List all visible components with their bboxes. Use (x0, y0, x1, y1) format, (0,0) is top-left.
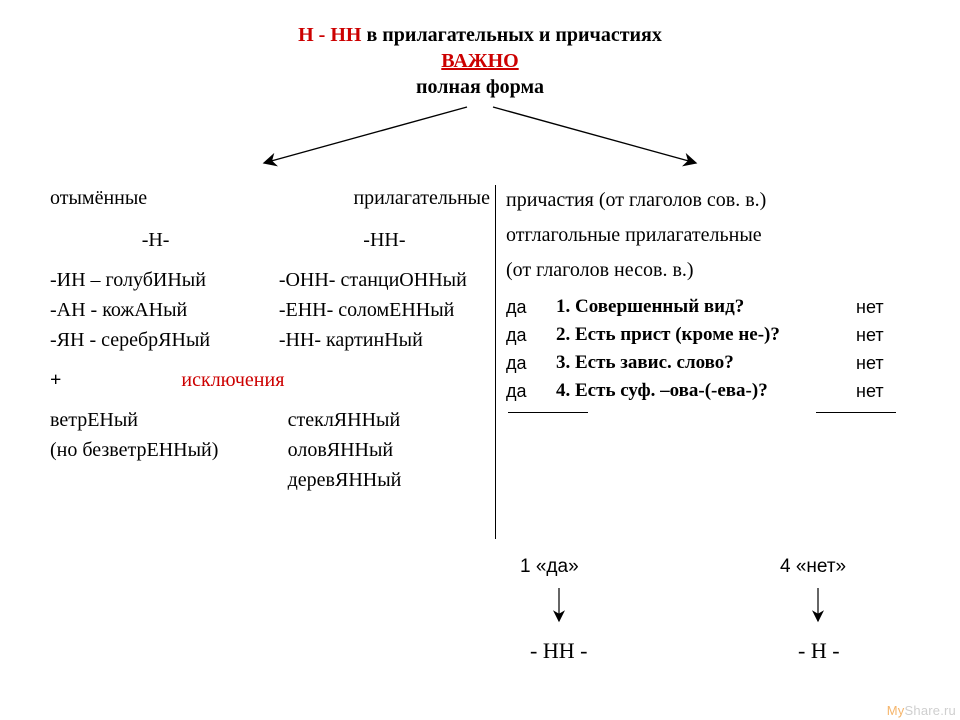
plus-sign: + (50, 369, 61, 391)
q-row-3: да 3. Есть завис. слово? нет (506, 352, 926, 374)
nn-rule-1: -ОНН- станциОННый (279, 265, 490, 295)
def-1: причастия (от глаголов сов. в.) (506, 183, 926, 218)
arrow-left (264, 107, 467, 163)
col-nn: -НН- (279, 225, 490, 255)
right-panel: причастия (от глаголов сов. в.) отглагол… (506, 183, 926, 413)
exclusions-header: + исключения (50, 365, 490, 395)
n-rule-2: -АН - кожАНый (50, 295, 261, 325)
q1-da: да (506, 297, 556, 318)
q4-net: нет (856, 381, 906, 402)
suffix-rules: -ИН – голубИНый -АН - кожАНый -ЯН - сере… (50, 265, 490, 355)
result-n: - Н - (798, 638, 840, 664)
exceptions-block: ветрЕНый (но безветрЕННый) стеклЯННый ол… (50, 405, 490, 495)
excl-n-1: ветрЕНый (50, 405, 279, 435)
col-n: -Н- (50, 225, 261, 255)
left-panel: отымённые прилагательные -Н- -НН- -ИН – … (50, 183, 490, 495)
nn-rule-3: -НН- картинНый (279, 325, 490, 355)
wm-share: Share (905, 703, 941, 718)
q-row-1: да 1. Совершенный вид? нет (506, 296, 926, 318)
def-2: отглагольные прилагательные (506, 218, 926, 253)
q3-da: да (506, 353, 556, 374)
q2-net: нет (856, 325, 906, 346)
exceptions-nn: стеклЯННый оловЯННый деревЯННый (288, 405, 490, 495)
q4-da: да (506, 381, 556, 402)
excl-nn-3: деревЯННый (288, 465, 490, 495)
hr-net (816, 412, 896, 413)
q2-da: да (506, 325, 556, 346)
right-definitions: причастия (от глаголов сов. в.) отглагол… (506, 183, 926, 288)
q-row-2: да 2. Есть прист (кроме не-)? нет (506, 324, 926, 346)
q4-text: 4. Есть суф. –ова-(-ева-)? (556, 380, 856, 402)
nn-rules: -ОНН- станциОННый -ЕНН- соломЕННый -НН- … (279, 265, 490, 355)
left-header-right: прилагательные (353, 183, 490, 213)
arrow-right (493, 107, 696, 163)
result-nn: - НН - (530, 638, 587, 664)
q-row-4: да 4. Есть суф. –ова-(-ева-)? нет (506, 380, 926, 402)
vertical-divider (495, 185, 496, 539)
n-rule-3: -ЯН - серебрЯНый (50, 325, 261, 355)
q1-text: 1. Совершенный вид? (556, 296, 856, 318)
q3-net: нет (856, 353, 906, 374)
wm-my: My (887, 703, 905, 718)
n-rule-1: -ИН – голубИНый (50, 265, 261, 295)
q2-text: 2. Есть прист (кроме не-)? (556, 324, 856, 346)
exceptions-n: ветрЕНый (но безветрЕННый) (50, 405, 279, 495)
excl-n-2: (но безветрЕННый) (50, 435, 279, 465)
wm-domain: .ru (940, 703, 956, 718)
left-header: отымённые прилагательные (50, 183, 490, 213)
sum-da: 1 «да» (520, 556, 579, 578)
left-header-left: отымённые (50, 183, 147, 213)
excl-nn-1: стеклЯННый (288, 405, 490, 435)
suffix-header: -Н- -НН- (50, 225, 490, 255)
def-3: (от глаголов несов. в.) (506, 253, 926, 288)
exclusions-label: исключения (181, 369, 284, 391)
watermark: MyShare.ru (887, 703, 956, 718)
sum-lines (506, 412, 926, 413)
sum-net: 4 «нет» (780, 556, 846, 578)
n-rules: -ИН – голубИНый -АН - кожАНый -ЯН - сере… (50, 265, 261, 355)
q3-text: 3. Есть завис. слово? (556, 352, 856, 374)
excl-nn-2: оловЯННый (288, 435, 490, 465)
hr-da (508, 412, 588, 413)
q1-net: нет (856, 297, 906, 318)
nn-rule-2: -ЕНН- соломЕННый (279, 295, 490, 325)
